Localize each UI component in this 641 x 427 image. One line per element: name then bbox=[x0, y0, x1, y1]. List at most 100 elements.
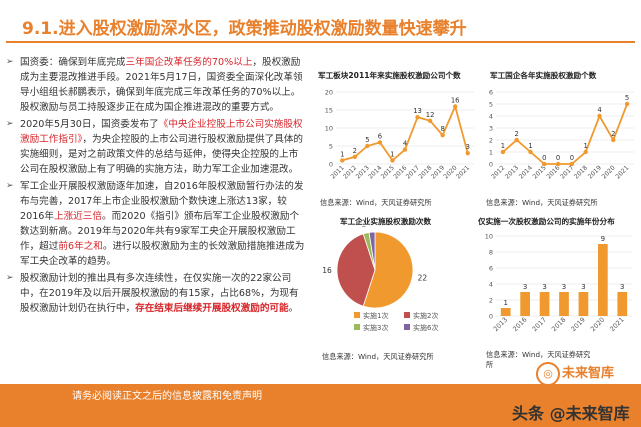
bar bbox=[520, 292, 530, 316]
x-tick-label: 2021 bbox=[614, 164, 630, 180]
data-label: 1 bbox=[501, 142, 505, 150]
y-tick-label: 8 bbox=[489, 249, 493, 257]
x-tick-label: 2015 bbox=[532, 164, 548, 180]
watermark-prefix: 头条 bbox=[512, 404, 545, 423]
data-point bbox=[528, 149, 533, 155]
legend-label: 实施3次 bbox=[363, 323, 388, 332]
data-label: 5 bbox=[625, 94, 629, 102]
data-point bbox=[340, 158, 345, 163]
bullet-text: 《中央企业控股上市公司实施股权激励工作指引》 bbox=[20, 119, 303, 145]
data-label: 5 bbox=[365, 136, 369, 144]
data-label: 1 bbox=[528, 142, 532, 150]
y-tick-label: 5 bbox=[489, 101, 493, 109]
legend-label: 实施6次 bbox=[413, 323, 438, 332]
data-label: 0 bbox=[570, 154, 574, 162]
data-label: 0 bbox=[542, 154, 546, 162]
data-point bbox=[624, 101, 630, 107]
data-label: 0 bbox=[556, 154, 560, 162]
data-label: 12 bbox=[426, 111, 435, 119]
pie-slice bbox=[368, 231, 376, 271]
x-tick-label: 2013 bbox=[504, 164, 520, 180]
data-label: 2 bbox=[353, 147, 357, 155]
data-label: 3 bbox=[523, 283, 527, 291]
x-tick-label: 2018 bbox=[550, 316, 567, 333]
data-point bbox=[542, 161, 547, 167]
x-tick-label: 2013 bbox=[492, 316, 509, 333]
data-label: 2 bbox=[611, 130, 615, 138]
data-label: 1 bbox=[584, 142, 588, 150]
data-label: 6 bbox=[378, 132, 382, 140]
chart4-source-line1: 信息来源：Wind，天风证券研究 bbox=[486, 350, 591, 359]
legend-swatch bbox=[404, 312, 410, 318]
footer-disclaimer[interactable]: 请务必阅读正文之后的信息披露和免责声明 bbox=[72, 391, 262, 402]
footer-bar: 请务必阅读正文之后的信息披露和免责声明 bbox=[0, 384, 641, 404]
chart1-title: 军工板块2011年来实施股权激励公司个数 bbox=[318, 71, 461, 80]
y-tick-label: 15 bbox=[325, 107, 333, 115]
y-tick-label: 10 bbox=[325, 125, 333, 133]
bullet-text: ，股权激励成为主要混改推进手段。2021年5月17日，国资委全面深化改革领导小组… bbox=[20, 57, 303, 113]
bullet-text: 2020年5月30日，国资委发布了 bbox=[20, 119, 159, 130]
bullet-text: 前6年之和 bbox=[58, 241, 103, 252]
bullet-item: 军工企业开展股权激励逐年加速，自2016年股权激励暂行办法的发布与完善，2017… bbox=[6, 179, 306, 269]
legend-label: 实施2次 bbox=[413, 311, 438, 320]
data-point bbox=[415, 115, 420, 120]
chart4-bar: 0 2 4 6 8 10 1 2013 3 2016 3 2017 3 2018 3 2019 9 2020 3 20… bbox=[485, 233, 632, 333]
page-title: 9.1.进入股权激励深水区，政策推动股权激励数量快速攀升 bbox=[22, 19, 467, 39]
bar bbox=[598, 244, 608, 316]
bullet-text: 军工企业开展股权激励逐年加速，自2016年股权激励暂行办法的发布与完善，2017… bbox=[20, 181, 304, 222]
y-tick-label: 5 bbox=[329, 143, 333, 151]
y-tick-label: 1 bbox=[489, 149, 493, 157]
data-point bbox=[597, 113, 602, 119]
bullet-text: 国资委：确保到年底完成 bbox=[20, 57, 126, 68]
x-tick-label: 2021 bbox=[455, 164, 471, 180]
slice-label: 1 bbox=[369, 226, 374, 227]
y-tick-label: 0 bbox=[489, 161, 493, 169]
logo-icon: ◎ bbox=[536, 362, 560, 386]
bullet-item: 股权激励计划的推出具有多次连续性，在仅实施一次的22家公司中，在2019年及以后… bbox=[6, 271, 306, 316]
y-tick-label: 10 bbox=[485, 233, 493, 241]
x-tick-label: 2019 bbox=[587, 164, 603, 180]
data-label: 8 bbox=[440, 125, 444, 133]
chart1-source: 信息来源：Wind，天风证券研究所 bbox=[320, 198, 432, 207]
watermark-handle: @未来智库 bbox=[549, 404, 630, 423]
pie-slice bbox=[336, 233, 376, 307]
y-tick-label: 20 bbox=[325, 89, 333, 97]
data-label: 9 bbox=[601, 235, 605, 243]
bullet-text: 上涨近三倍 bbox=[54, 211, 102, 222]
data-label: 3 bbox=[542, 283, 546, 291]
logo-text: 未来智库 bbox=[562, 366, 615, 381]
y-tick-label: 4 bbox=[489, 281, 493, 289]
data-point bbox=[514, 137, 519, 143]
chart2-source: 信息来源：Wind，天风证券研究所 bbox=[486, 198, 598, 207]
bullet-text: ，为央企控股的上市公司进行股权激励提供了具体的实施细则，是对之前政策文件的总结与… bbox=[20, 134, 304, 175]
bar bbox=[500, 308, 511, 316]
x-tick-label: 2016 bbox=[511, 316, 528, 333]
bullet-text: 。而2020《指引》颁布后军工企业股权激励个数达到新高。2019年与2020年共… bbox=[20, 211, 300, 252]
y-tick-label: 2 bbox=[489, 297, 493, 305]
data-label: 2 bbox=[515, 130, 519, 138]
series-line bbox=[502, 103, 628, 165]
data-point bbox=[611, 137, 616, 143]
legend-swatch bbox=[354, 324, 360, 330]
bullet-text: 。 bbox=[288, 303, 299, 314]
data-label: 1 bbox=[340, 150, 344, 158]
x-tick-label: 2021 bbox=[608, 316, 625, 333]
slice-label: 1 bbox=[361, 226, 366, 228]
y-tick-label: 3 bbox=[489, 125, 493, 133]
x-tick-label: 2020 bbox=[601, 164, 617, 180]
data-point bbox=[402, 147, 408, 152]
data-label: 1 bbox=[503, 299, 507, 307]
y-tick-label: 6 bbox=[489, 89, 493, 97]
chart3-source: 信息来源：Wind，天风证券研究所 bbox=[322, 352, 434, 361]
bullet-text: 股权激励计划的推出具有多次连续性，在仅实施一次的22家公司中，在2019年及以后… bbox=[20, 273, 299, 314]
data-point bbox=[352, 154, 358, 159]
data-point bbox=[390, 158, 395, 163]
data-label: 3 bbox=[562, 283, 566, 291]
bullet-text: 上 bbox=[242, 57, 253, 68]
data-label: 16 bbox=[451, 96, 460, 104]
bullet-list: 国资委：确保到年底完成三年国企改革任务的70%以上，股权激励成为主要混改推进手段… bbox=[6, 55, 306, 318]
slice-label: 22 bbox=[418, 274, 428, 283]
chart3-title: 军工企业实施股权激励次数 bbox=[340, 217, 432, 226]
